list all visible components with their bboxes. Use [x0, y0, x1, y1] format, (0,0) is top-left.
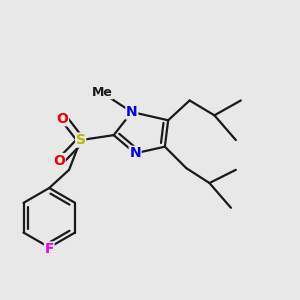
Text: N: N [126, 105, 138, 119]
Text: Me: Me [92, 86, 112, 99]
Text: O: O [56, 112, 68, 126]
Text: N: N [129, 146, 141, 160]
Text: F: F [44, 242, 54, 256]
Text: O: O [53, 154, 65, 168]
Text: S: S [76, 133, 85, 147]
